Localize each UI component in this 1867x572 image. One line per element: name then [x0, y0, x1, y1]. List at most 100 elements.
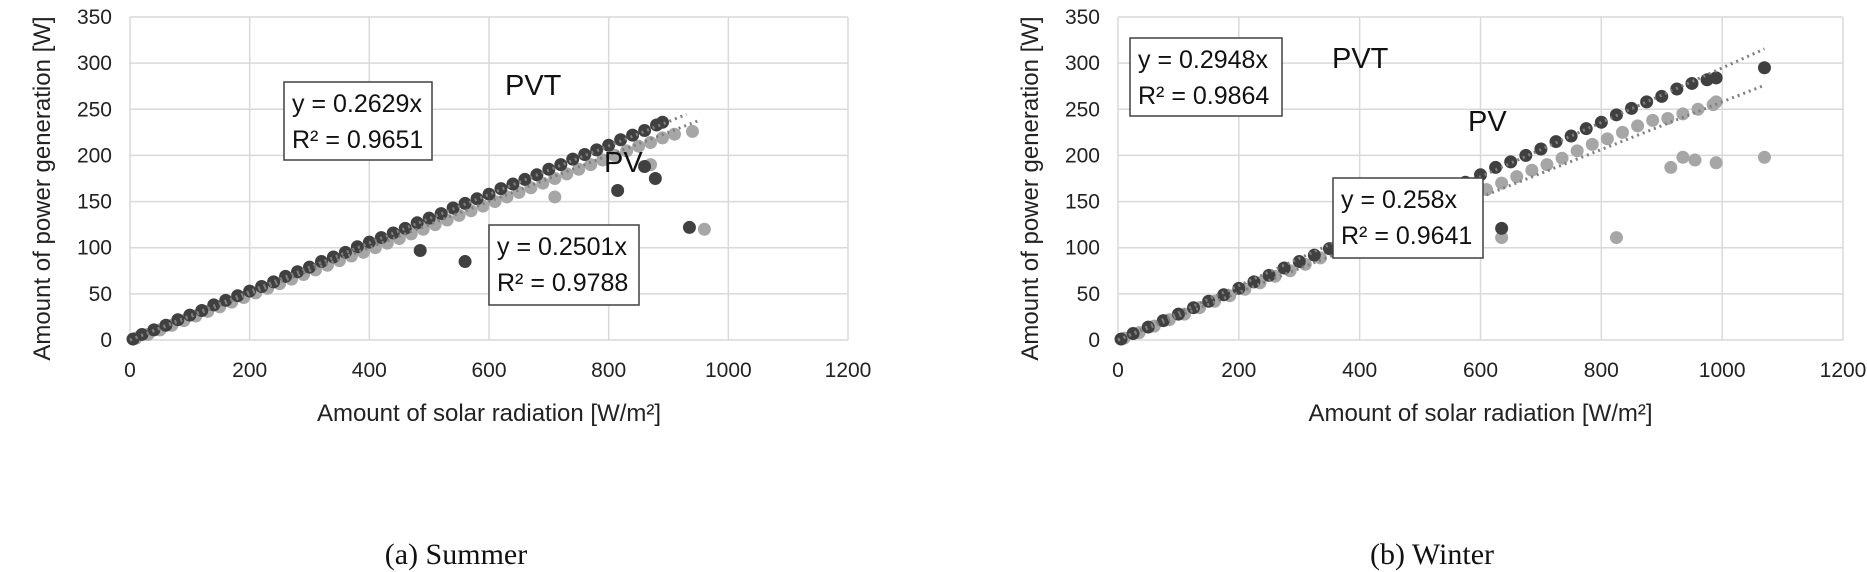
data-point-pv [1757, 150, 1771, 164]
data-point-pv [632, 139, 646, 153]
data-point-pvt [243, 284, 257, 298]
data-point-pvt [554, 158, 568, 172]
data-point-pv [548, 172, 562, 185]
y-tick-label: 300 [1065, 52, 1100, 75]
data-point-pvt [1307, 248, 1321, 262]
data-point-pvt [398, 221, 412, 235]
data-point-pvt [410, 216, 424, 230]
x-tick-label: 200 [1221, 359, 1256, 382]
trendline-equation: y = 0.2501x [497, 233, 627, 261]
data-point-pvt [183, 308, 197, 322]
data-point-pv [1495, 231, 1509, 245]
data-point-pvt [1519, 148, 1533, 162]
y-tick-label: 350 [77, 6, 112, 29]
y-tick-label: 150 [1065, 191, 1100, 214]
y-tick-label: 50 [89, 283, 112, 306]
data-point-pvt [590, 143, 604, 157]
data-point-pvt [656, 115, 670, 129]
data-point-pvt [1114, 332, 1128, 346]
data-point-pv [1555, 151, 1569, 165]
data-point-pvt [195, 303, 209, 317]
x-tick-label: 1200 [1820, 359, 1867, 382]
x-tick-label: 600 [1463, 359, 1498, 382]
trendline-equation-box-pvt: y = 0.2948x R² = 0.9864 [1129, 37, 1283, 117]
trendline-equation-box-pvt: y = 0.2629x R² = 0.9651 [283, 81, 433, 161]
data-point-pv [656, 131, 670, 145]
data-point-pvt [470, 192, 484, 206]
data-point-pv [1510, 170, 1524, 184]
data-point-pvt [1187, 301, 1201, 315]
y-tick-label: 350 [1065, 6, 1100, 29]
data-point-pv [1676, 150, 1690, 164]
data-point-pvt [1126, 327, 1140, 341]
data-point-pvt [682, 220, 696, 234]
data-point-pv [1600, 132, 1614, 146]
data-point-pvt [638, 160, 652, 174]
data-point-pv [572, 162, 586, 176]
y-tick-label: 200 [77, 144, 112, 167]
trendline-r-squared: R² = 0.9864 [1138, 82, 1269, 110]
trendline-equation: y = 0.258x [1341, 186, 1458, 214]
x-tick-label: 800 [1584, 359, 1619, 382]
x-axis-title: Amount of solar radiation [W/m²] [1308, 400, 1652, 427]
data-point-pvt [1685, 76, 1699, 90]
data-point-pvt [1247, 275, 1261, 289]
data-point-pvt [1625, 101, 1639, 115]
trendline-equation-box-pv: y = 0.258x R² = 0.9641 [1332, 177, 1484, 259]
y-tick-label: 300 [77, 52, 112, 75]
trendline-r-squared: R² = 0.9641 [1341, 222, 1472, 250]
trendline-pv [1117, 83, 1766, 342]
winter-chart-panel: 0 200 400 600 800 1000 1200 0 50 100 150 200 250 300 3… [990, 0, 1867, 571]
data-point-pvt [1640, 95, 1654, 109]
data-point-pv [1495, 176, 1509, 190]
data-point-pvt [350, 240, 364, 254]
data-point-pv [1525, 163, 1539, 177]
data-point-pvt [1495, 221, 1509, 235]
x-tick-label: 600 [471, 359, 506, 382]
data-point-pv [1646, 113, 1660, 127]
data-point-pv [548, 190, 562, 204]
x-tick-label: 400 [352, 359, 387, 382]
data-point-pvt [648, 172, 662, 185]
data-point-pvt [482, 187, 496, 201]
data-point-pv [1631, 119, 1645, 133]
data-point-pvt [326, 250, 340, 264]
data-point-pvt [386, 226, 400, 240]
data-point-pvt [159, 318, 173, 332]
data-point-pvt [1757, 61, 1771, 75]
data-point-pvt [1504, 155, 1518, 169]
y-tick-label: 250 [1065, 98, 1100, 121]
data-point-pv [1585, 137, 1599, 151]
data-point-pv [584, 158, 598, 172]
trendline-equation-box-pv: y = 0.2501x R² = 0.9788 [488, 224, 640, 306]
trendline-pvt [129, 112, 688, 342]
data-point-pv [1688, 153, 1702, 167]
data-point-pv [1609, 231, 1623, 245]
data-point-pvt [1564, 129, 1578, 143]
trendline-r-squared: R² = 0.9651 [292, 126, 423, 154]
data-point-pv [1540, 158, 1554, 172]
winter-scatter-chart: 0 200 400 600 800 1000 1200 0 50 100 150 200 250 300 3… [1017, 6, 1867, 427]
data-point-pv [1676, 107, 1690, 121]
data-point-pv [596, 153, 610, 167]
data-point-pvt [338, 245, 352, 259]
data-point-pv [685, 124, 699, 138]
data-point-pv [1709, 156, 1723, 170]
data-point-pvt [434, 207, 448, 221]
y-tick-label: 200 [1065, 144, 1100, 167]
y-tick-label: 50 [1077, 283, 1100, 306]
data-point-pvt [578, 148, 592, 162]
data-point-pvt [458, 255, 472, 269]
equation-box-border [488, 224, 640, 306]
data-point-pv [644, 136, 658, 150]
x-axis-title: Amount of solar radiation [W/m²] [317, 400, 661, 427]
data-point-pv [697, 222, 711, 236]
x-tick-label: 200 [232, 359, 267, 382]
data-point-pvt [171, 313, 185, 327]
summer-chart-caption: (a) Summer [384, 538, 528, 571]
data-point-pvt [255, 279, 269, 293]
data-point-pv [1709, 95, 1723, 109]
x-tick-label: 400 [1342, 359, 1377, 382]
trendline-equation: y = 0.2629x [292, 90, 422, 118]
summer-chart-panel: 0 200 400 600 800 1000 1200 0 50 100 150 200 250 300 3… [0, 0, 920, 571]
